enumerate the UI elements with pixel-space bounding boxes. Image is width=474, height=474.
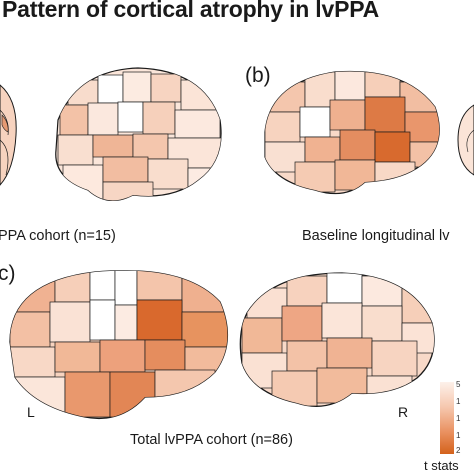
brain-panel-a-partial — [0, 84, 17, 186]
figure-title: Pattern of cortical atrophy in lvPPA — [2, 0, 380, 22]
right-hemisphere-label: R — [398, 404, 409, 420]
colorbar-tick-2: 1 — [456, 397, 461, 406]
brain-panel-b — [264, 70, 440, 195]
panel-b-label: (b) — [245, 64, 271, 87]
colorbar-tick-4: 1 — [456, 431, 461, 440]
colorbar — [440, 382, 454, 454]
left-hemisphere-label: L — [27, 404, 35, 420]
panel-c-label: c) — [0, 262, 16, 285]
colorbar-tick-1: 5 — [456, 380, 461, 389]
brain-panel-a — [55, 67, 222, 201]
panel-b-caption: Baseline longitudinal lv — [302, 228, 450, 244]
brain-panel-c-left — [9, 269, 229, 420]
colorbar-tick-3: 1 — [456, 414, 461, 423]
panel-a-caption: PPA cohort (n=15) — [0, 228, 116, 244]
brain-panel-b-partial — [457, 104, 474, 176]
colorbar-tick-5: 2 — [456, 446, 461, 455]
brain-panel-c-right — [239, 272, 435, 407]
colorbar-title: t stats — [424, 458, 459, 473]
panel-c-caption: Total lvPPA cohort (n=86) — [130, 432, 293, 448]
